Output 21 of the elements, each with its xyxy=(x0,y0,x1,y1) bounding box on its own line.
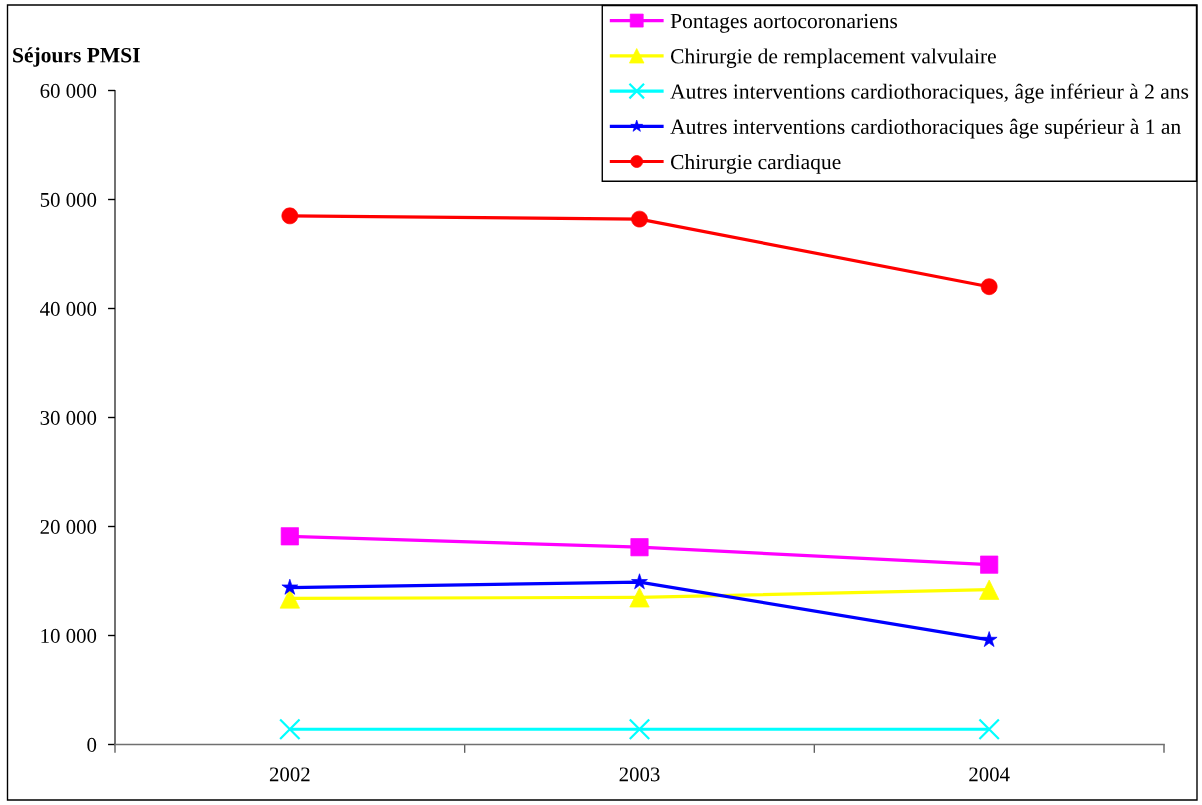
x-tick-label: 2003 xyxy=(619,767,660,782)
y-tick-label: 30 000 xyxy=(40,410,97,425)
y-axis-title: Séjours PMSI xyxy=(13,47,140,67)
legend-label: Pontages aortocoronariens xyxy=(670,13,898,33)
x-tick-label: 2004 xyxy=(969,767,1010,782)
y-tick-label: 0 xyxy=(87,737,97,752)
point xyxy=(978,718,1000,741)
point xyxy=(980,555,999,574)
legend-label: Chirurgie de remplacement valvulaire xyxy=(670,48,996,68)
y-tick-label: 10 000 xyxy=(41,628,97,643)
y-tick-label: 50 000 xyxy=(40,192,97,207)
point xyxy=(628,718,651,741)
legend-label: Autres interventions cardiothoraciques, âge inférieur à 2 ans xyxy=(670,83,1189,104)
legend-label: Chirurgie cardiaque xyxy=(670,154,841,174)
y-tick-label: 40 000 xyxy=(40,301,97,316)
x-tick-label: 2002 xyxy=(269,767,310,782)
point xyxy=(280,527,299,546)
legend-label: Autres interventions cardiothoraciques âge supérieur à 1 an xyxy=(670,118,1181,139)
y-tick-label: 20 000 xyxy=(40,519,97,534)
point xyxy=(279,718,301,741)
y-tick-label: 60 000 xyxy=(40,83,97,98)
